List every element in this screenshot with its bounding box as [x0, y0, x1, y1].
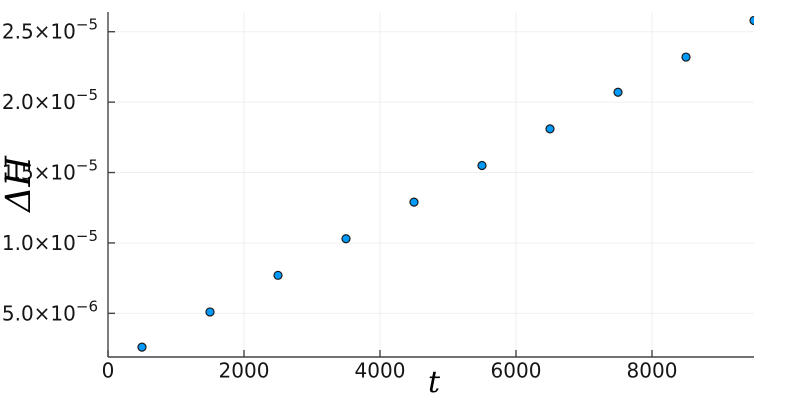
data-point	[273, 270, 283, 280]
y-tick-label: 1.0×10−5	[2, 227, 98, 255]
data-point	[341, 234, 351, 244]
y-tick-label: 2.5×10−5	[2, 16, 98, 44]
tick-labels: 0 2000 4000 6000 8000 5.0×10−6 1.0×10−5 1.5×10−…	[2, 16, 678, 383]
data-point	[613, 87, 623, 97]
y-tick-label: 1.5×10−5	[2, 157, 98, 185]
x-tick-label: 4000	[355, 359, 406, 383]
gridlines	[107, 12, 754, 357]
x-tick-label: 0	[102, 359, 115, 383]
x-tick-label: 2000	[219, 359, 270, 383]
x-axis-label: t	[428, 365, 441, 400]
data-point	[205, 307, 215, 317]
data-points	[137, 15, 754, 352]
data-point	[545, 124, 555, 134]
x-tick-label: 8000	[627, 359, 678, 383]
axes	[107, 12, 754, 358]
data-point	[681, 52, 691, 62]
y-axis-label: ΔH	[0, 155, 39, 214]
data-point	[409, 197, 419, 207]
data-point	[477, 160, 487, 171]
y-tick-label: 5.0×10−6	[2, 297, 98, 325]
y-tick-label: 2.0×10−5	[2, 86, 98, 114]
x-tick-label: 6000	[491, 359, 542, 383]
data-point	[749, 15, 754, 26]
data-point	[137, 342, 147, 352]
